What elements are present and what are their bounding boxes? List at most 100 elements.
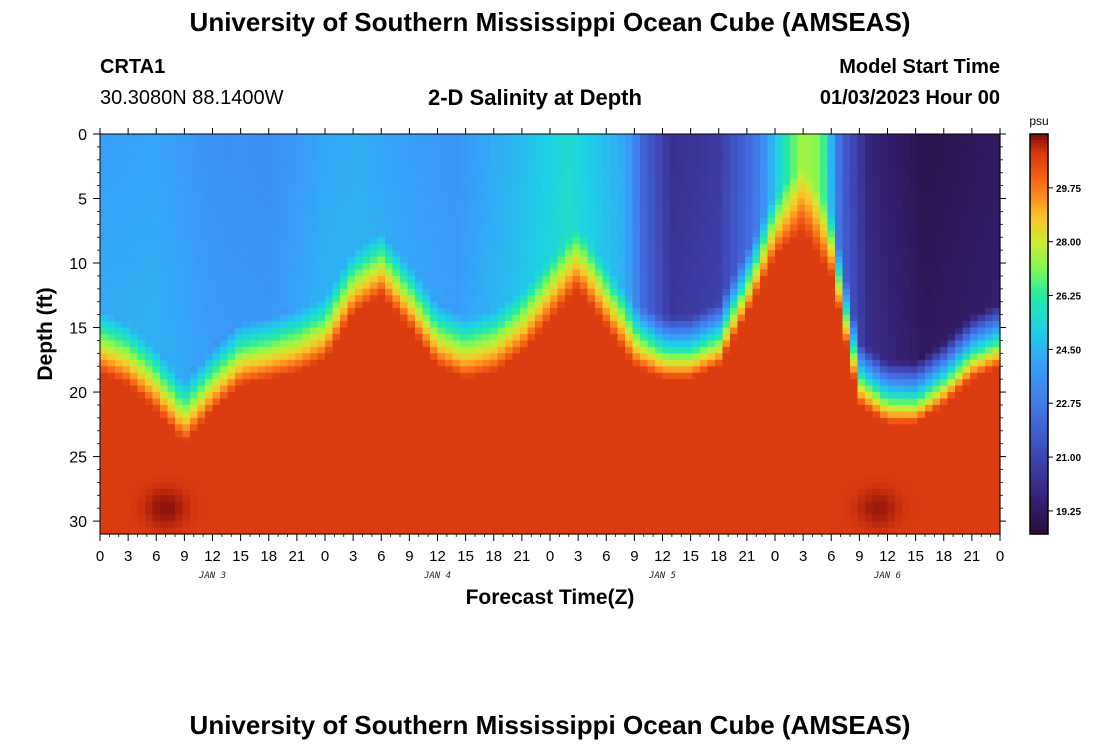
heatmap-cell bbox=[212, 482, 221, 490]
heatmap-cell bbox=[107, 404, 116, 413]
heatmap-cell bbox=[145, 204, 154, 213]
heatmap-cell bbox=[287, 527, 296, 535]
heatmap-cell bbox=[392, 508, 401, 516]
heatmap-cell bbox=[220, 295, 229, 303]
heatmap-cell bbox=[445, 217, 454, 225]
heatmap-cell bbox=[647, 230, 656, 238]
heatmap-cell bbox=[422, 282, 431, 290]
heatmap-cell bbox=[160, 488, 169, 496]
heatmap-cell bbox=[655, 204, 664, 213]
heatmap-cell bbox=[482, 301, 491, 309]
heatmap-cell bbox=[520, 359, 529, 367]
heatmap-cell bbox=[205, 288, 214, 296]
heatmap-cell bbox=[227, 140, 236, 148]
heatmap-cell bbox=[115, 230, 124, 238]
heatmap-cell bbox=[497, 521, 506, 529]
heatmap-cell bbox=[550, 159, 559, 167]
heatmap-cell bbox=[340, 314, 349, 322]
heatmap-cell bbox=[400, 321, 409, 329]
heatmap-cell bbox=[407, 146, 416, 154]
heatmap-cell bbox=[647, 263, 656, 271]
heatmap-cell bbox=[287, 488, 296, 496]
heatmap-cell bbox=[460, 275, 469, 283]
heatmap-cell bbox=[310, 327, 319, 335]
heatmap-cell bbox=[385, 166, 394, 174]
heatmap-cell bbox=[625, 166, 634, 174]
heatmap-cell bbox=[692, 146, 701, 154]
heatmap-cell bbox=[302, 404, 311, 413]
heatmap-cell bbox=[100, 379, 109, 387]
heatmap-cell bbox=[167, 224, 176, 232]
heatmap-cell bbox=[160, 411, 169, 419]
heatmap-cell bbox=[610, 385, 619, 393]
heatmap-cell bbox=[265, 372, 274, 380]
heatmap-cell bbox=[497, 224, 506, 232]
heatmap-cell bbox=[167, 179, 176, 187]
heatmap-cell bbox=[422, 385, 431, 393]
heatmap-cell bbox=[445, 198, 454, 206]
heatmap-cell bbox=[632, 159, 641, 167]
heatmap-cell bbox=[670, 275, 679, 283]
heatmap-cell bbox=[685, 508, 694, 516]
heatmap-cell bbox=[302, 450, 311, 458]
heatmap-cell bbox=[572, 301, 581, 309]
heatmap-cell bbox=[317, 392, 326, 400]
heatmap-cell bbox=[445, 475, 454, 483]
heatmap-cell bbox=[602, 256, 611, 264]
heatmap-cell bbox=[182, 153, 191, 161]
heatmap-cell bbox=[467, 488, 476, 496]
heatmap-cell bbox=[182, 495, 191, 503]
heatmap-cell bbox=[520, 269, 529, 277]
heatmap-cell bbox=[662, 404, 671, 413]
heatmap-cell bbox=[205, 463, 214, 471]
heatmap-cell bbox=[475, 198, 484, 206]
heatmap-cell bbox=[152, 398, 161, 406]
heatmap-cell bbox=[482, 275, 491, 283]
heatmap-cell bbox=[122, 275, 131, 283]
heatmap-cell bbox=[242, 456, 251, 464]
heatmap-cell bbox=[190, 430, 199, 438]
heatmap-cell bbox=[670, 146, 679, 154]
heatmap-cell bbox=[415, 417, 424, 425]
heatmap-cell bbox=[235, 508, 244, 516]
heatmap-cell bbox=[610, 224, 619, 232]
heatmap-cell bbox=[542, 508, 551, 516]
heatmap-cell bbox=[535, 346, 544, 354]
heatmap-cell bbox=[602, 424, 611, 432]
heatmap-cell bbox=[227, 521, 236, 529]
heatmap-cell bbox=[407, 275, 416, 283]
heatmap-cell bbox=[550, 140, 559, 148]
heatmap-cell bbox=[167, 417, 176, 425]
heatmap-cell bbox=[655, 140, 664, 148]
heatmap-cell bbox=[392, 172, 401, 180]
heatmap-cell bbox=[400, 327, 409, 335]
heatmap-cell bbox=[332, 456, 341, 464]
heatmap-cell bbox=[190, 372, 199, 380]
heatmap-cell bbox=[460, 146, 469, 154]
heatmap-cell bbox=[655, 295, 664, 303]
heatmap-cell bbox=[340, 443, 349, 451]
heatmap-cell bbox=[467, 366, 476, 374]
heatmap-cell bbox=[670, 385, 679, 393]
heatmap-cell bbox=[625, 527, 634, 535]
heatmap-cell bbox=[362, 430, 371, 438]
heatmap-cell bbox=[265, 501, 274, 509]
heatmap-cell bbox=[295, 450, 304, 458]
heatmap-cell bbox=[377, 366, 386, 374]
heatmap-cell bbox=[512, 430, 521, 438]
heatmap-cell bbox=[602, 211, 611, 219]
heatmap-cell bbox=[670, 282, 679, 290]
heatmap-cell bbox=[692, 366, 701, 374]
heatmap-cell bbox=[497, 217, 506, 225]
heatmap-cell bbox=[287, 327, 296, 335]
heatmap-cell bbox=[460, 321, 469, 329]
heatmap-cell bbox=[505, 456, 514, 464]
heatmap-cell bbox=[257, 140, 266, 148]
heatmap-cell bbox=[340, 237, 349, 245]
heatmap-cell bbox=[610, 204, 619, 213]
heatmap-cell bbox=[602, 198, 611, 206]
heatmap-cell bbox=[190, 501, 199, 509]
heatmap-cell bbox=[512, 514, 521, 522]
heatmap-cell bbox=[527, 314, 536, 322]
heatmap-cell bbox=[182, 404, 191, 413]
